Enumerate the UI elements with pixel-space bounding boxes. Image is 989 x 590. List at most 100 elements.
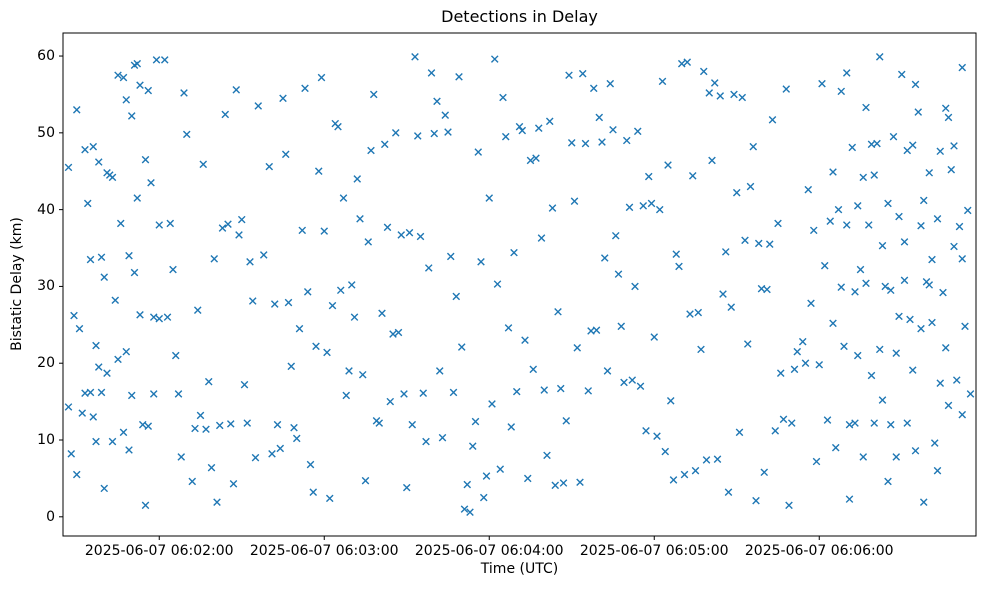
- scatter-point: [732, 188, 741, 197]
- scatter-point: [97, 253, 106, 262]
- scatter-point: [675, 262, 683, 271]
- scatter-point: [323, 348, 331, 357]
- scatter-point: [411, 53, 419, 61]
- scatter-point: [928, 318, 936, 327]
- scatter-point: [100, 484, 109, 493]
- scatter-point: [488, 400, 496, 408]
- scatter-point: [633, 127, 642, 136]
- scatter-point: [466, 508, 474, 516]
- scatter-point: [416, 232, 425, 241]
- scatter-point: [369, 90, 378, 99]
- scatter-point: [760, 468, 769, 477]
- scatter-point: [89, 142, 98, 151]
- scatter-point: [400, 390, 408, 398]
- scatter-point: [232, 86, 241, 94]
- scatter-point: [875, 345, 884, 354]
- scatter-point: [625, 203, 634, 212]
- scatter-point: [485, 194, 494, 202]
- scatter-point: [925, 281, 934, 289]
- scatter-point: [449, 388, 458, 397]
- scatter-point: [906, 315, 914, 324]
- scatter-point: [386, 397, 395, 406]
- scatter-point: [144, 86, 153, 95]
- scatter-point: [699, 67, 708, 76]
- scatter-point: [501, 132, 510, 141]
- scatter-point: [78, 409, 87, 417]
- scatter-point: [840, 342, 848, 351]
- scatter-point: [213, 498, 221, 507]
- scatter-point: [166, 219, 175, 228]
- scatter-point: [661, 447, 670, 456]
- scatter-point: [103, 369, 111, 377]
- scatter-point: [229, 479, 238, 488]
- scatter-point: [878, 396, 887, 404]
- scatter-point: [507, 423, 516, 431]
- scatter-point: [680, 470, 689, 479]
- scatter-point: [177, 453, 186, 461]
- scatter-point: [914, 108, 923, 116]
- scatter-point: [749, 142, 758, 151]
- y-axis-tick-label: 10: [37, 432, 55, 448]
- scatter-point: [919, 498, 928, 507]
- scatter-point: [532, 154, 540, 162]
- scatter-point: [666, 397, 675, 405]
- scatter-point: [188, 477, 197, 486]
- scatter-point: [474, 148, 483, 156]
- scatter-point: [853, 201, 862, 210]
- scatter-point: [81, 145, 89, 154]
- scatter-point: [713, 455, 722, 464]
- scatter-point: [92, 341, 100, 350]
- scatter-point: [496, 465, 505, 473]
- scatter-point: [892, 453, 901, 461]
- scatter-point: [72, 105, 81, 114]
- scatter-point: [446, 252, 455, 261]
- scatter-point: [812, 457, 821, 466]
- scatter-point: [919, 196, 928, 205]
- scatter-point: [237, 215, 246, 224]
- scatter-point: [961, 322, 969, 331]
- scatter-point: [570, 197, 579, 205]
- scatter-point: [202, 425, 210, 434]
- scatter-point: [655, 205, 664, 214]
- scatter-point: [864, 221, 873, 229]
- y-axis-tick-label: 40: [37, 201, 55, 218]
- scatter-point: [427, 69, 436, 77]
- scatter-point: [108, 437, 117, 446]
- scatter-point: [149, 390, 158, 398]
- scatter-point: [600, 254, 609, 262]
- scatter-point: [174, 390, 183, 398]
- scatter-point: [941, 344, 950, 352]
- scatter-point: [268, 450, 276, 458]
- scatter-point: [240, 380, 249, 389]
- x-axis-tick-label: 2025-06-07 06:04:00: [414, 543, 564, 559]
- scatter-point: [141, 501, 150, 510]
- scatter-point: [856, 265, 865, 274]
- scatter-point: [394, 328, 403, 337]
- scatter-point: [391, 129, 400, 137]
- scatter-point: [774, 219, 782, 228]
- scatter-point: [224, 220, 232, 229]
- scatter-point: [75, 324, 84, 333]
- scatter-point: [589, 84, 598, 93]
- scatter-point: [598, 138, 606, 146]
- scatter-point: [793, 347, 802, 356]
- scatter-point: [884, 199, 892, 208]
- scatter-point: [301, 84, 309, 93]
- scatter-point: [325, 494, 334, 503]
- scatter-point: [248, 297, 257, 305]
- scatter-point: [276, 444, 285, 453]
- scatter-point: [345, 367, 353, 375]
- scatter-point: [510, 248, 518, 257]
- scatter-point: [534, 124, 543, 133]
- scatter-point: [281, 150, 290, 159]
- scatter-point: [147, 178, 155, 187]
- scatter-point: [405, 228, 414, 237]
- scatter-point: [556, 384, 565, 393]
- scatter-point: [441, 111, 450, 119]
- scatter-point: [584, 387, 593, 395]
- scatter-point: [955, 222, 964, 231]
- scatter-point: [155, 314, 164, 323]
- scatter-point: [356, 215, 364, 223]
- scatter-point: [936, 379, 945, 387]
